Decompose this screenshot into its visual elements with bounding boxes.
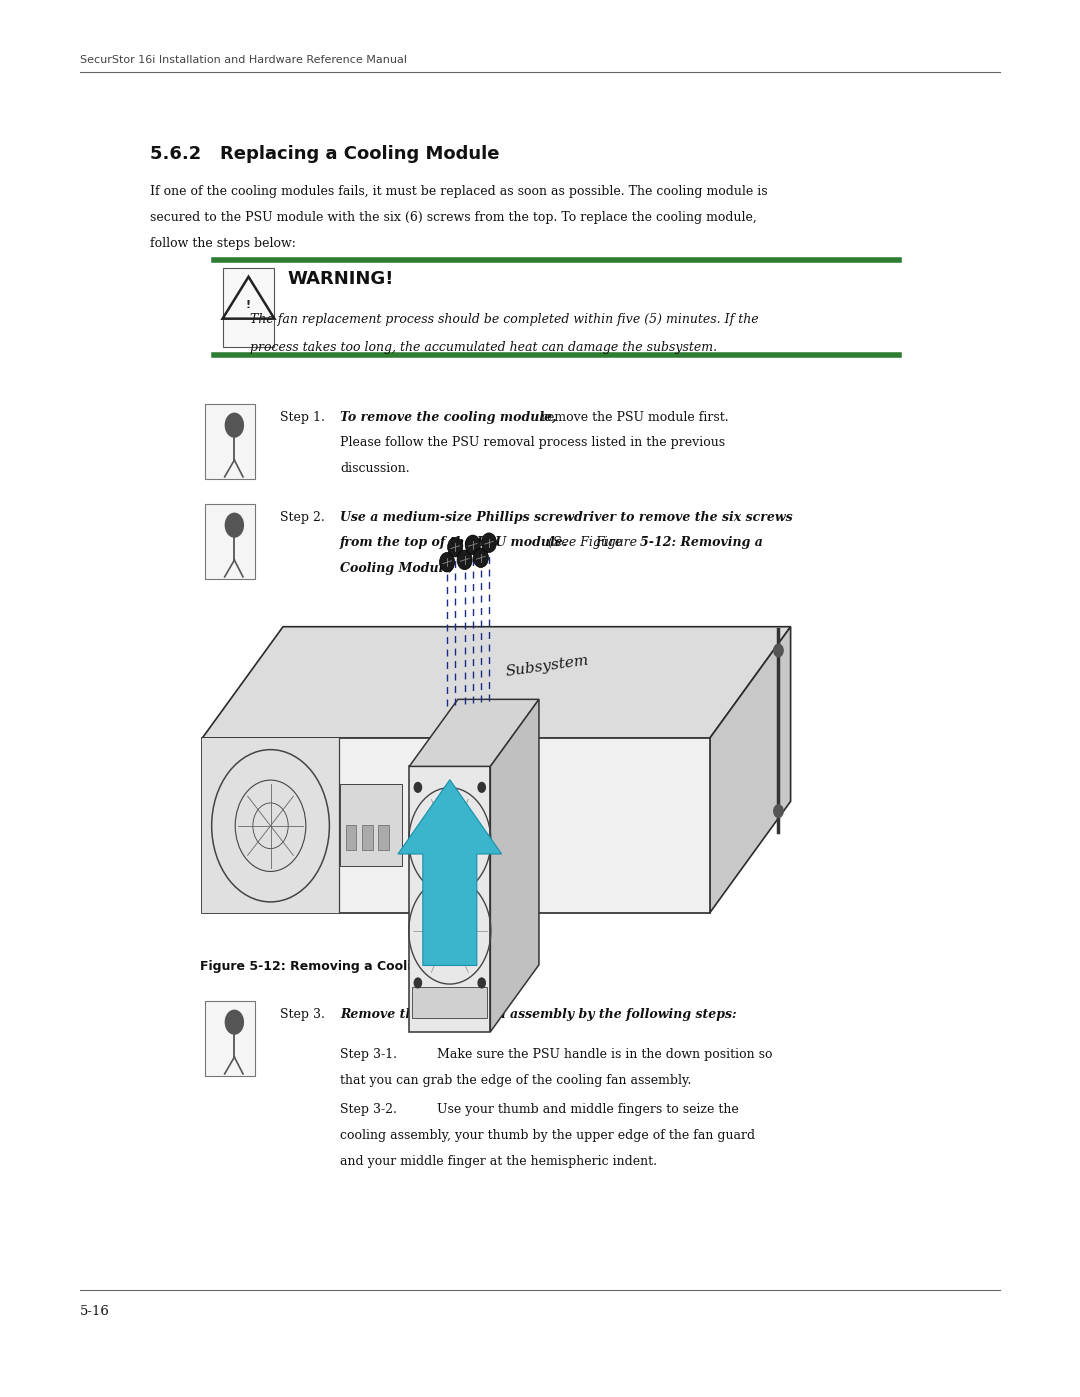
Text: cooling assembly, your thumb by the upper edge of the fan guard: cooling assembly, your thumb by the uppe… [340,1129,755,1141]
Polygon shape [710,627,791,914]
FancyBboxPatch shape [362,826,373,851]
Text: discussion.: discussion. [340,462,409,475]
Text: that you can grab the edge of the cooling fan assembly.: that you can grab the edge of the coolin… [340,1074,691,1087]
Polygon shape [409,767,490,1032]
Text: Figure: Figure [595,536,640,549]
Circle shape [225,1010,244,1035]
Text: Remove the cooling fan assembly by the following steps:: Remove the cooling fan assembly by the f… [340,1007,737,1021]
Text: 5-12: Removing a: 5-12: Removing a [640,536,764,549]
Polygon shape [397,780,501,965]
Text: Cooling Module: Cooling Module [340,562,451,576]
Polygon shape [202,627,791,739]
FancyBboxPatch shape [205,503,255,578]
Circle shape [773,805,784,819]
Text: 5.6.2   Replacing a Cooling Module: 5.6.2 Replacing a Cooling Module [150,145,500,163]
Circle shape [440,552,455,571]
Text: 5-16: 5-16 [80,1305,110,1317]
Text: Figure 5-12: Removing a Cooling Module: Figure 5-12: Removing a Cooling Module [200,960,485,972]
Text: Make sure the PSU handle is in the down position so: Make sure the PSU handle is in the down … [437,1048,772,1060]
Text: process takes too long, the accumulated heat can damage the subsystem.: process takes too long, the accumulated … [251,341,717,353]
Text: remove the PSU module first.: remove the PSU module first. [537,411,728,423]
Circle shape [773,644,784,658]
Circle shape [477,978,486,989]
FancyBboxPatch shape [413,988,487,1018]
Polygon shape [490,700,539,1032]
Circle shape [465,535,481,555]
Text: secured to the PSU module with the six (6) screws from the top. To replace the c: secured to the PSU module with the six (… [150,211,757,224]
FancyBboxPatch shape [378,826,389,851]
Polygon shape [409,700,539,767]
Text: SecurStor 16i Installation and Hardware Reference Manual: SecurStor 16i Installation and Hardware … [80,54,407,66]
Text: Please follow the PSU removal process listed in the previous: Please follow the PSU removal process li… [340,436,725,450]
FancyBboxPatch shape [205,1000,255,1076]
Polygon shape [202,739,710,914]
Text: If one of the cooling modules fails, it must be replaced as soon as possible. Th: If one of the cooling modules fails, it … [150,184,768,198]
Circle shape [457,550,472,570]
Circle shape [414,978,422,989]
Text: !: ! [246,300,251,310]
FancyBboxPatch shape [340,784,402,866]
Text: The fan replacement process should be completed within five (5) minutes. If the: The fan replacement process should be co… [251,313,758,326]
Text: from the top of the PSU module.: from the top of the PSU module. [340,536,568,549]
Circle shape [447,538,462,557]
Circle shape [414,782,422,793]
Text: To remove the cooling module,: To remove the cooling module, [340,411,556,423]
Text: Use a medium-size Phillips screwdriver to remove the six screws: Use a medium-size Phillips screwdriver t… [340,510,793,524]
Text: follow the steps below:: follow the steps below: [150,236,296,250]
Text: and your middle finger at the hemispheric indent.: and your middle finger at the hemispheri… [340,1155,657,1168]
Text: WARNING!: WARNING! [287,270,394,288]
Text: Step 2.: Step 2. [280,510,325,524]
Text: (See Figure: (See Figure [540,536,626,549]
FancyBboxPatch shape [346,826,356,851]
Polygon shape [202,739,339,914]
Circle shape [477,782,486,793]
Circle shape [473,548,488,567]
Text: Step 3-1.: Step 3-1. [340,1048,397,1060]
Circle shape [225,412,244,437]
Text: Step 3-2.: Step 3-2. [340,1104,396,1116]
Text: Step 1.: Step 1. [280,411,325,423]
Text: ): ) [448,562,453,576]
Text: Subsystem: Subsystem [504,652,590,679]
Text: Step 3.: Step 3. [280,1007,325,1021]
FancyBboxPatch shape [205,404,255,479]
Circle shape [225,513,244,538]
Text: Use your thumb and middle fingers to seize the: Use your thumb and middle fingers to sei… [437,1104,739,1116]
FancyBboxPatch shape [222,268,274,346]
Circle shape [482,532,497,552]
